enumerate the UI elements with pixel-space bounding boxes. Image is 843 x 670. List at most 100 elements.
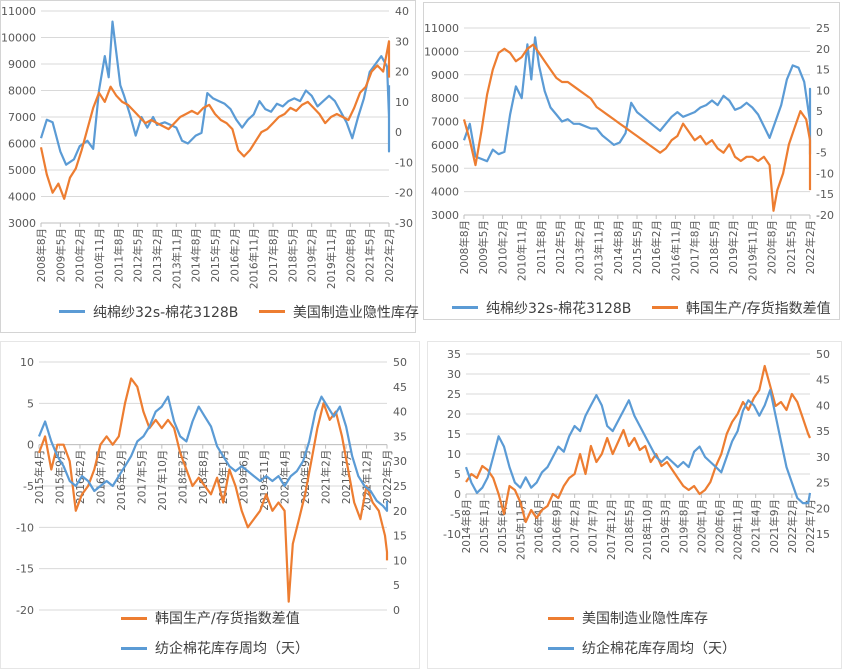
x-tick-label: 2022年2月 (786, 499, 799, 553)
legend-label: 纯棉纱32s-棉花3128B (486, 300, 632, 317)
y-right-tick-label: -10 (395, 156, 413, 169)
chart-panel-3: -20 -15 -10 -5 0 5 10 0 5 10 15 20 25 30 35 40 45 50 2015年… (0, 341, 420, 669)
y-right-tick-label: 5 (393, 579, 400, 592)
chart-4-legend: 美国制造业隐性库存 纺企棉花库存周均（天） (548, 608, 736, 668)
y-right-tick-label: 45 (393, 381, 407, 394)
y-left-tick-label: 10 (20, 356, 34, 369)
y-right-tick-label: 40 (395, 5, 409, 18)
x-tick-label: 2008年8月 (458, 220, 471, 274)
y-right-tick-label: 10 (393, 554, 407, 567)
y-right-tick-label: 20 (816, 502, 830, 515)
x-tick-label: 2020年11月 (732, 499, 745, 560)
x-tick-label: 2015年1月 (478, 499, 491, 553)
x-tick-label: 2021年5月 (785, 220, 798, 274)
y-right-tick-label: 25 (816, 477, 830, 490)
x-tick-label: 2019年11月 (258, 450, 271, 511)
x-tick-label: 2017年5月 (135, 450, 148, 504)
x-tick-label: 2010年11月 (93, 228, 106, 289)
chart-2-legend: 纯棉纱32s-棉花3128B 韩国生产/存货指数差值 (452, 297, 843, 318)
x-tick-label: 2010年2月 (74, 228, 87, 282)
x-tick-label: 2017年12月 (605, 499, 618, 560)
y-right-tick-label: 20 (816, 43, 830, 56)
y-right-tick-label: 30 (395, 35, 409, 48)
y-right-tick-label: -5 (816, 147, 827, 160)
y-right-tick-label: 40 (393, 406, 407, 419)
chart-3-legend: 韩国生产/存货指数差值 纺企棉花库存周均（天） (121, 608, 309, 668)
x-tick-label: 2019年2月 (727, 220, 740, 274)
x-tick-label: 2018年8月 (197, 450, 210, 504)
y-right-tick-label: 45 (816, 374, 830, 387)
legend-item: 纯棉纱32s-棉花3128B (452, 298, 631, 318)
x-tick-label: 2020年1月 (695, 499, 708, 553)
x-tick-label: 2014年8月 (460, 499, 473, 553)
x-tick-label: 2009年5月 (54, 228, 67, 282)
y-left-tick-label: 10 (447, 448, 461, 461)
legend-swatch-blue (452, 306, 478, 309)
y-right-tick-label: 0 (393, 604, 400, 617)
legend-item: 韩国生产/存货指数差值 (651, 298, 831, 318)
x-tick-label: 2014年8月 (190, 228, 203, 282)
y-right-tick-label: -15 (816, 188, 834, 201)
chart-4-svg: -10 -5 0 5 10 15 20 25 30 35 15 20 25 30 35 40 45 50 2014年… (443, 348, 830, 560)
x-tick-label: 2021年2月 (320, 450, 333, 504)
legend-item: 韩国生产/存货指数差值 (121, 608, 309, 628)
y-right-tick-label: 25 (816, 22, 830, 35)
x-tick-label: 2019年2月 (306, 228, 319, 282)
y-right-tick-label: 15 (393, 530, 407, 543)
y-left-tick-label: 5000 (8, 164, 36, 177)
y-left-tick-label: -20 (16, 604, 34, 617)
x-tick-label: 2020年6月 (713, 499, 726, 553)
x-tick-label: 2016年7月 (94, 450, 107, 504)
legend-label: 美国制造业隐性库存 (292, 304, 419, 321)
y-left-tick-label: -10 (16, 521, 34, 534)
x-tick-label: 2016年2月 (650, 220, 663, 274)
y-right-tick-label: 25 (393, 480, 407, 493)
legend-label: 纺企棉花库存周均（天） (155, 641, 309, 657)
legend-label: 纺企棉花库存周均（天） (582, 641, 736, 657)
y-left-tick-label: 4000 (431, 186, 459, 199)
x-tick-label: 2022年2月 (804, 220, 817, 274)
x-tick-label: 2015年6月 (496, 499, 509, 553)
x-tick-label: 2022年7月 (804, 499, 817, 553)
y-left-tick-label: 3000 (8, 217, 36, 230)
y-right-tick-label: -20 (816, 209, 834, 222)
y-left-tick-label: 30 (447, 368, 461, 381)
x-tick-label: 2014年8月 (612, 220, 625, 274)
x-tick-label: 2011年8月 (535, 220, 548, 274)
y-left-tick-label: 10000 (1, 32, 36, 45)
y-right-tick-label: 10 (816, 84, 830, 97)
y-right-tick-label: -20 (395, 187, 413, 200)
y-left-tick-label: 15 (447, 428, 461, 441)
legend-label: 纯棉纱32s-棉花3128B (93, 304, 239, 321)
series-line (464, 388, 812, 505)
chart-2-svg: 3000 4000 5000 6000 7000 8000 9000 10000 11000 -2… (424, 22, 834, 281)
legend-swatch-blue (121, 646, 147, 650)
x-tick-label: 2018年5月 (623, 499, 636, 553)
y-left-tick-label: 8000 (431, 92, 459, 105)
y-left-tick-label: 20 (447, 408, 461, 421)
y-left-tick-label: -5 (450, 508, 461, 521)
y-right-tick-label: -10 (816, 167, 834, 180)
x-tick-label: 2019年6月 (238, 450, 251, 504)
x-tick-label: 2021年9月 (768, 499, 781, 553)
x-tick-label: 2021年4月 (750, 499, 763, 553)
y-left-tick-label: 10000 (424, 45, 459, 58)
x-tick-label: 2021年7月 (340, 450, 353, 504)
x-tick-label: 2010年11月 (516, 220, 529, 281)
y-left-tick-label: 4000 (8, 191, 36, 204)
y-right-tick-label: 15 (816, 64, 830, 77)
legend-label: 韩国生产/存货指数差值 (155, 611, 300, 627)
y-right-tick-label: 30 (393, 455, 407, 468)
y-right-tick-label: 20 (393, 505, 407, 518)
x-tick-label: 2012年5月 (132, 228, 145, 282)
y-left-tick-label: 9000 (8, 58, 36, 71)
x-tick-label: 2015年11月 (514, 499, 527, 560)
y-right-tick-label: 0 (816, 126, 823, 139)
y-left-tick-label: 0 (27, 439, 34, 452)
y-right-tick-label: 40 (816, 399, 830, 412)
legend-swatch-orange (548, 616, 574, 620)
x-tick-label: 2020年4月 (279, 450, 292, 504)
legend-swatch-blue (59, 310, 85, 313)
y-left-tick-label: 6000 (8, 138, 36, 151)
y-right-tick-label: 35 (393, 430, 407, 443)
